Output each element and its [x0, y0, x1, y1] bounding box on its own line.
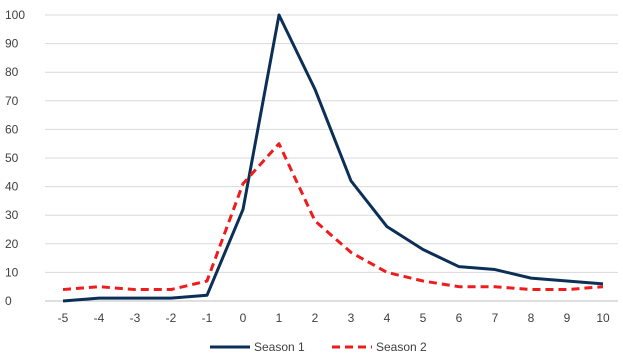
x-tick-label: 0 — [240, 311, 247, 325]
x-tick-label: 5 — [420, 311, 427, 325]
x-tick-label: 9 — [564, 311, 571, 325]
series-layer — [62, 13, 604, 303]
legend-item: Season 1 — [210, 340, 305, 354]
x-tick-label: 3 — [348, 311, 355, 325]
legend-label: Season 1 — [254, 340, 305, 354]
x-tick-label: 2 — [312, 311, 319, 325]
y-tick-label: 0 — [5, 294, 12, 308]
legend-item: Season 2 — [332, 340, 427, 354]
y-tick-label: 80 — [5, 65, 19, 79]
legend-label: Season 2 — [376, 340, 427, 354]
y-tick-label: 20 — [5, 237, 19, 251]
y-tick-label: 30 — [5, 208, 19, 222]
y-tick-label: 50 — [5, 151, 19, 165]
x-tick-label: -3 — [130, 311, 141, 325]
y-tick-label: 100 — [5, 8, 25, 22]
y-tick-label: 90 — [5, 37, 19, 51]
y-tick-label: 70 — [5, 94, 19, 108]
series-line-1 — [62, 13, 604, 303]
y-tick-label: 40 — [5, 180, 19, 194]
x-tick-label: -2 — [166, 311, 177, 325]
x-tick-label: 6 — [456, 311, 463, 325]
x-tick-label: -1 — [202, 311, 213, 325]
x-tick-label: 8 — [528, 311, 535, 325]
x-tick-label: -5 — [58, 311, 69, 325]
x-tick-label: 10 — [596, 311, 610, 325]
y-tick-label: 10 — [5, 265, 19, 279]
x-tick-label: -4 — [94, 311, 105, 325]
x-tick-label: 7 — [492, 311, 499, 325]
x-tick-label: 4 — [384, 311, 391, 325]
x-tick-label: 1 — [276, 311, 283, 325]
legend: Season 1 Season 2 — [210, 340, 427, 354]
series-line-2 — [62, 142, 604, 292]
y-tick-label: 60 — [5, 122, 19, 136]
axis-layer: 0 10 20 30 40 50 60 70 80 90 100 -5 -4 -3 -2 -1 0 1 2 3 4 5 6 7… — [5, 8, 618, 325]
